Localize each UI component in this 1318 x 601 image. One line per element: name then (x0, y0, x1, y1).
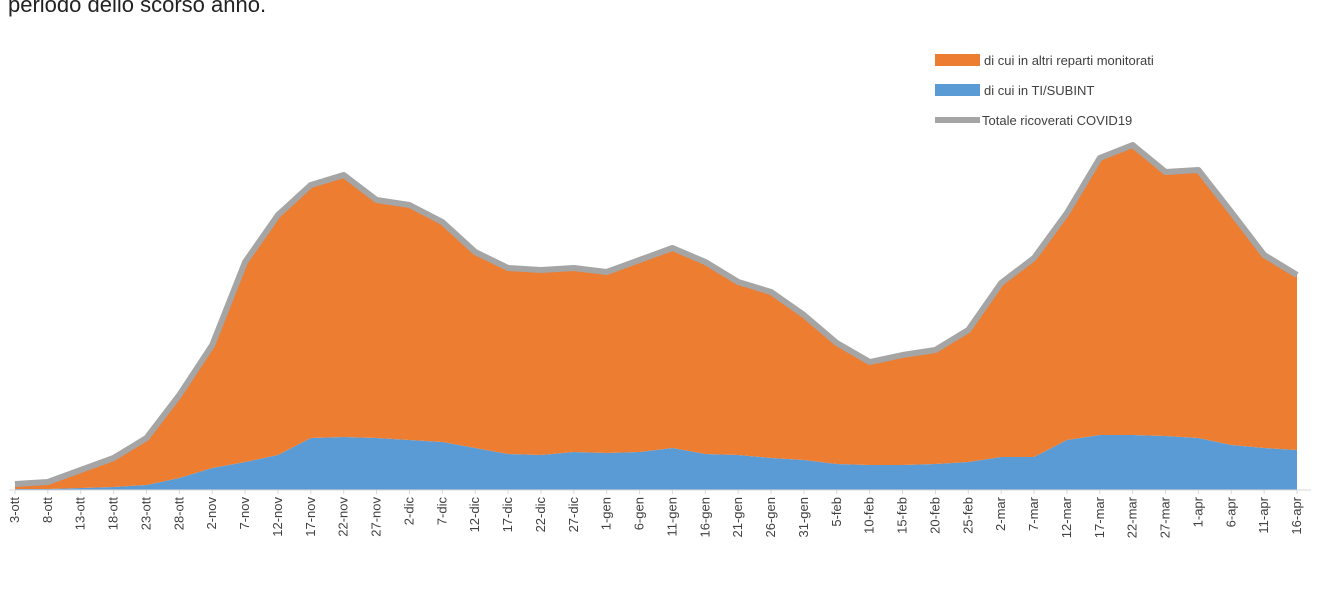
x-tick-label: 7-dic (434, 497, 449, 526)
x-tick-label: 17-dic (500, 497, 515, 533)
x-tick-label: 11-gen (664, 497, 679, 537)
x-tick-label: 2-nov (204, 497, 219, 530)
x-tick-label: 6-apr (1223, 496, 1238, 527)
legend-swatch (935, 84, 980, 96)
legend-swatch (935, 54, 980, 66)
x-tick-label: 27-mar (1158, 496, 1173, 538)
x-tick-label: 17-nov (303, 497, 318, 537)
x-tick-label: 12-mar (1059, 496, 1074, 538)
x-tick-label: 12-nov (270, 497, 285, 537)
x-tick-label: 15-feb (895, 497, 910, 534)
x-tick-label: 11-apr (1256, 496, 1271, 533)
x-tick-label: 12-dic (467, 497, 482, 533)
x-tick-label: 22-dic (533, 497, 548, 533)
x-tick-label: 7-nov (237, 497, 252, 530)
x-tick-label: 26-gen (763, 497, 778, 537)
x-tick-label: 1-gen (599, 497, 614, 530)
area (15, 435, 1297, 490)
x-tick-label: 27-nov (369, 497, 384, 537)
x-tick-label: 27-dic (566, 497, 581, 533)
x-tick-label: 17-mar (1092, 496, 1107, 538)
legend-label: di cui in altri reparti monitorati (984, 53, 1154, 68)
x-tick-label: 23-ott (138, 497, 153, 531)
x-tick-label: 6-gen (632, 497, 647, 530)
x-tick-label: 28-ott (171, 497, 186, 531)
x-tick-label: 20-feb (927, 497, 942, 534)
x-tick-label: 10-feb (862, 497, 877, 534)
x-tick-label: 22-mar (1125, 496, 1140, 538)
x-tick-label: 25-feb (960, 497, 975, 534)
legend-label: Totale ricoverati COVID19 (982, 113, 1132, 128)
x-tick-label: 16-gen (697, 497, 712, 537)
x-tick-label: 21-gen (730, 497, 745, 537)
x-tick-label: 8-ott (40, 497, 55, 523)
area (15, 145, 1297, 489)
line (14, 142, 1299, 487)
x-tick-label: 16-apr (1289, 496, 1304, 534)
legend-label: di cui in TI/SUBINT (984, 83, 1094, 98)
x-tick-label: 7-mar (1026, 496, 1041, 531)
x-tick-label: 18-ott (106, 497, 121, 531)
caption: periodo dello scorso anno. (8, 0, 266, 17)
x-tick-label: 31-gen (796, 497, 811, 537)
x-tick-label: 13-ott (73, 497, 88, 531)
x-tick-label: 3-ott (7, 497, 22, 523)
x-tick-label: 2-dic (401, 497, 416, 526)
x-tick-label: 22-nov (336, 497, 351, 537)
x-tick-label: 2-mar (993, 496, 1008, 531)
x-tick-label: 1-apr (1190, 496, 1205, 527)
x-tick-label: 5-feb (829, 497, 844, 527)
